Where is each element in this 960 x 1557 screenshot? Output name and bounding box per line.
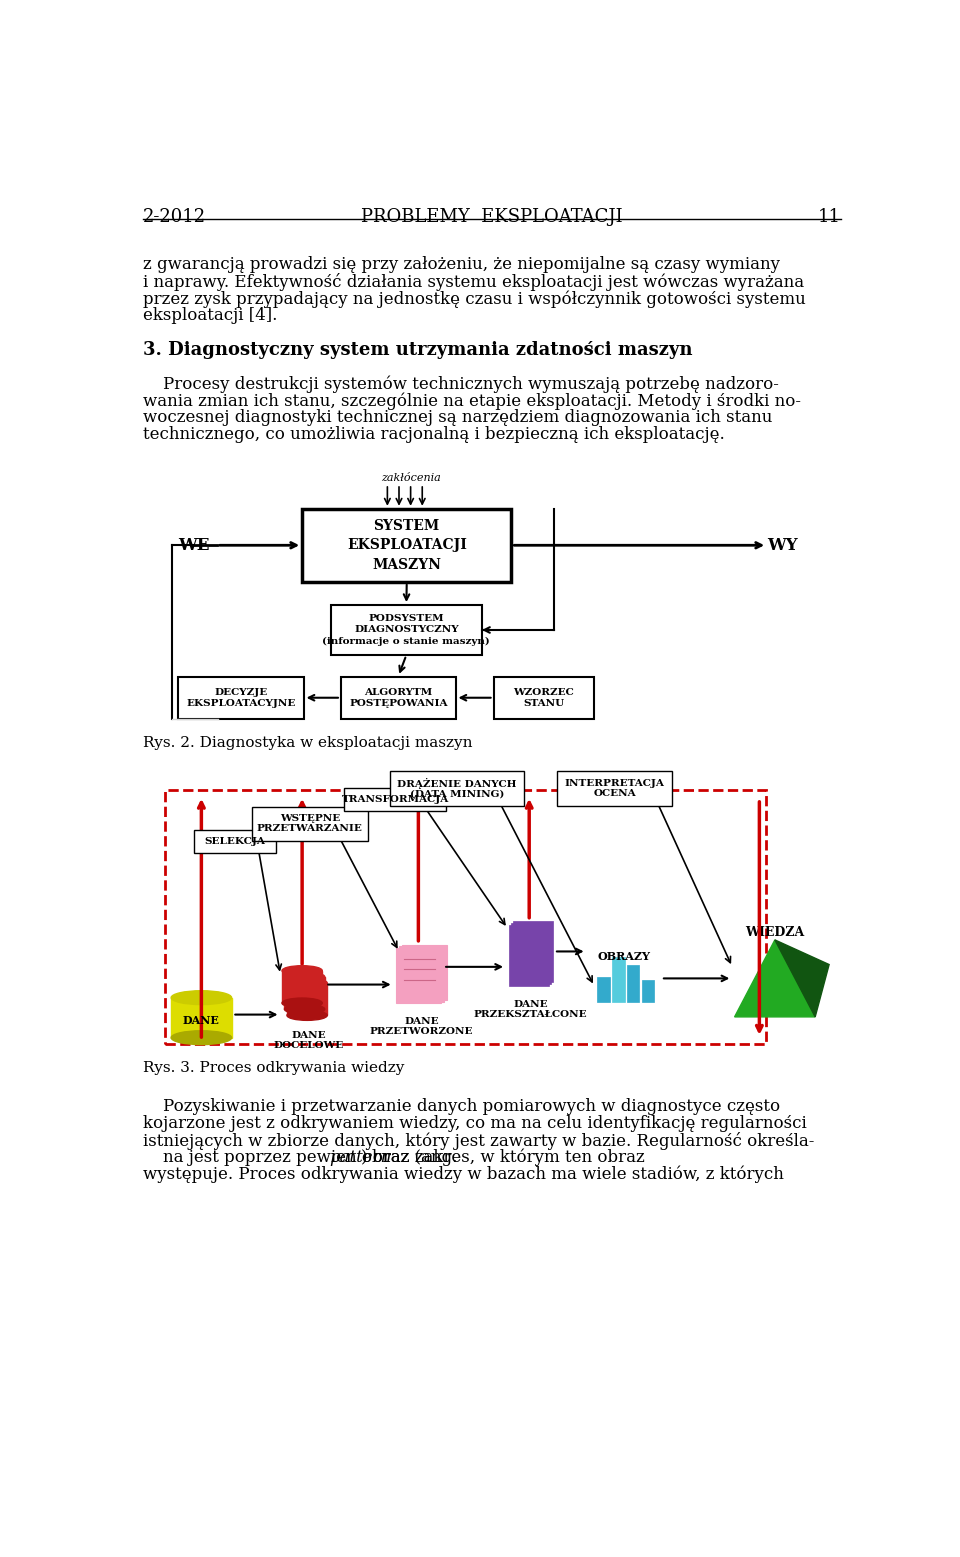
- Text: DANE: DANE: [183, 1015, 220, 1026]
- Text: PODSYSTEM
DIAGNOSTYCZNY
(informacje o stanie maszyn): PODSYSTEM DIAGNOSTYCZNY (informacje o st…: [323, 615, 491, 646]
- Bar: [509, 925, 549, 986]
- FancyBboxPatch shape: [341, 677, 456, 719]
- Text: DECYZJE
EKSPLOATACYJNE: DECYZJE EKSPLOATACYJNE: [186, 688, 296, 708]
- Text: WY: WY: [767, 537, 798, 554]
- Text: Procesy destrukcji systemów technicznych wymuszają potrzebę nadzoro-: Procesy destrukcji systemów technicznych…: [162, 375, 779, 392]
- Text: ALGORYTM
POSTĘPOWANIA: ALGORYTM POSTĘPOWANIA: [349, 688, 447, 708]
- Bar: [287, 982, 327, 1015]
- Text: DRĄŻENIE DANYCH
(DATA MINING): DRĄŻENIE DANYCH (DATA MINING): [397, 777, 516, 799]
- Text: 2-2012: 2-2012: [143, 209, 206, 226]
- Text: SELEKCJA: SELEKCJA: [204, 836, 265, 845]
- Text: z gwarancją prowadzi się przy założeniu, że niepomijalne są czasy wymiany: z gwarancją prowadzi się przy założeniu,…: [143, 257, 780, 272]
- Text: WE: WE: [179, 537, 209, 554]
- Text: 11: 11: [818, 209, 841, 226]
- FancyBboxPatch shape: [331, 606, 482, 655]
- Bar: [396, 948, 441, 1003]
- Text: technicznego, co umożliwia racjonalną i bezpieczną ich eksploatację.: technicznego, co umożliwia racjonalną i …: [143, 427, 725, 444]
- Ellipse shape: [171, 1031, 231, 1045]
- Bar: [511, 923, 551, 984]
- Text: PROBLEMY  EKSPLOATACJI: PROBLEMY EKSPLOATACJI: [361, 209, 623, 226]
- FancyBboxPatch shape: [302, 509, 512, 582]
- FancyBboxPatch shape: [252, 807, 368, 841]
- FancyBboxPatch shape: [165, 789, 765, 1043]
- Text: Pozyskiwanie i przetwarzanie danych pomiarowych w diagnostyce często: Pozyskiwanie i przetwarzanie danych pomi…: [162, 1098, 780, 1115]
- FancyBboxPatch shape: [179, 677, 303, 719]
- Polygon shape: [734, 940, 815, 1017]
- Ellipse shape: [171, 990, 231, 1004]
- Text: SYSTEM
EKSPLOATACJI
MASZYN: SYSTEM EKSPLOATACJI MASZYN: [347, 518, 467, 571]
- Text: na jest poprzez pewien obraz (ang.: na jest poprzez pewien obraz (ang.: [162, 1149, 463, 1166]
- Text: Rys. 2. Diagnostyka w eksploatacji maszyn: Rys. 2. Diagnostyka w eksploatacji maszy…: [143, 736, 472, 750]
- Ellipse shape: [287, 1010, 327, 1020]
- Text: DANE
PRZETWORZONE: DANE PRZETWORZONE: [370, 1017, 473, 1037]
- Text: WIEDZA: WIEDZA: [745, 926, 804, 939]
- Text: WZORZEC
STANU: WZORZEC STANU: [514, 688, 574, 708]
- Bar: [171, 998, 231, 1037]
- Bar: [402, 945, 447, 1000]
- FancyBboxPatch shape: [493, 677, 594, 719]
- Text: i naprawy. Efektywność działania systemu eksploatacji jest wówczas wyrażana: i naprawy. Efektywność działania systemu…: [143, 272, 804, 291]
- Text: DANE
DOCELOWE: DANE DOCELOWE: [274, 1031, 344, 1049]
- Text: przez zysk przypadający na jednostkę czasu i współczynnik gotowości systemu: przez zysk przypadający na jednostkę cza…: [143, 290, 806, 308]
- Bar: [627, 964, 639, 1001]
- Ellipse shape: [282, 965, 323, 976]
- Text: istniejących w zbiorze danych, który jest zawarty w bazie. Regularność określa-: istniejących w zbiorze danych, który jes…: [143, 1132, 815, 1149]
- Text: występuje. Proces odkrywania wiedzy w bazach ma wiele stadiów, z których: występuje. Proces odkrywania wiedzy w ba…: [143, 1166, 784, 1183]
- Text: zakłócenia: zakłócenia: [381, 472, 441, 483]
- Ellipse shape: [287, 978, 327, 989]
- Text: ) oraz zakres, w którym ten obraz: ) oraz zakres, w którym ten obraz: [361, 1149, 645, 1166]
- Bar: [399, 947, 444, 1001]
- FancyBboxPatch shape: [344, 788, 446, 811]
- Text: OBRAZY: OBRAZY: [597, 951, 650, 962]
- Text: DANE
PRZEKSZTAŁCONE: DANE PRZEKSZTAŁCONE: [474, 1000, 588, 1020]
- Ellipse shape: [282, 998, 323, 1007]
- Text: kojarzone jest z odkrywaniem wiedzy, co ma na celu identyfikację regularności: kojarzone jest z odkrywaniem wiedzy, co …: [143, 1115, 807, 1132]
- Text: Rys. 3. Proces odkrywania wiedzy: Rys. 3. Proces odkrywania wiedzy: [143, 1060, 404, 1074]
- Text: pattern: pattern: [329, 1149, 392, 1166]
- Text: wania zmian ich stanu, szczególnie na etapie eksploatacji. Metody i środki no-: wania zmian ich stanu, szczególnie na et…: [143, 392, 802, 409]
- Text: woczesnej diagnostyki technicznej są narzędziem diagnozowania ich stanu: woczesnej diagnostyki technicznej są nar…: [143, 409, 773, 427]
- Text: TRANSFORMACJA: TRANSFORMACJA: [342, 796, 448, 805]
- Ellipse shape: [284, 1004, 324, 1014]
- Bar: [641, 979, 654, 1001]
- Bar: [597, 976, 610, 1001]
- Text: WSTĘPNE
PRZETWARZANIE: WSTĘPNE PRZETWARZANIE: [257, 814, 363, 833]
- Bar: [513, 920, 553, 982]
- Ellipse shape: [284, 972, 324, 982]
- Bar: [282, 970, 323, 1003]
- FancyBboxPatch shape: [391, 771, 524, 807]
- FancyBboxPatch shape: [194, 830, 276, 853]
- Polygon shape: [775, 940, 829, 1017]
- Text: 3. Diagnostyczny system utrzymania zdatności maszyn: 3. Diagnostyczny system utrzymania zdatn…: [143, 341, 693, 358]
- FancyBboxPatch shape: [557, 771, 672, 807]
- Text: INTERPRETACJA
OCENA: INTERPRETACJA OCENA: [564, 778, 664, 797]
- Text: eksploatacji [4].: eksploatacji [4].: [143, 307, 277, 324]
- Bar: [612, 958, 625, 1001]
- Bar: [284, 976, 324, 1009]
